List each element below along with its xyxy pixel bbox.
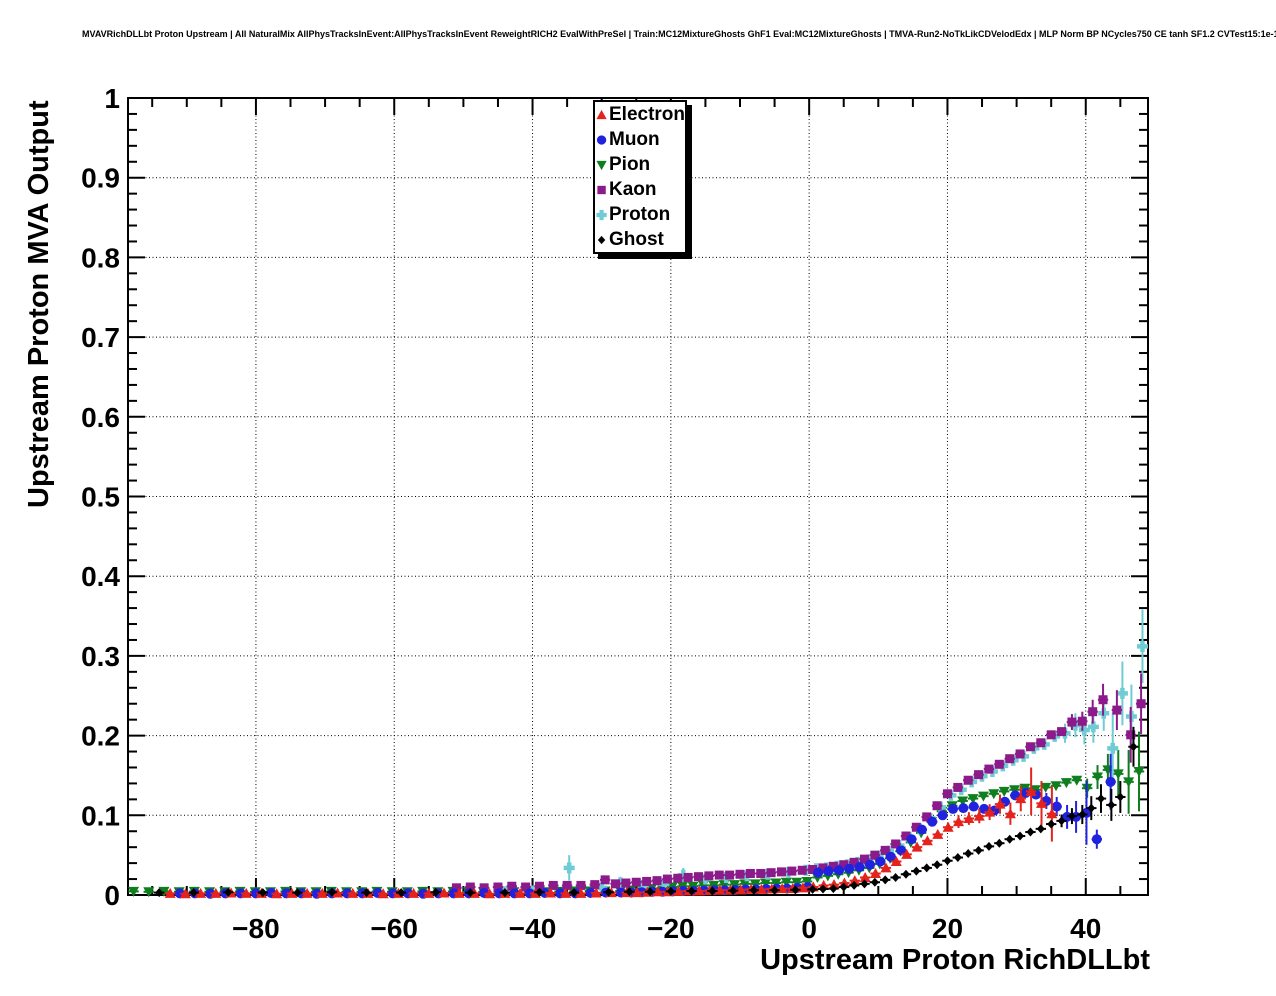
pion-triangle-down-icon: [596, 160, 607, 170]
legend-item-ghost: Ghost: [595, 227, 685, 252]
svg-text:0.2: 0.2: [81, 721, 120, 752]
x-axis-title: Upstream Proton RichDLLbt: [760, 944, 1150, 976]
svg-text:0.1: 0.1: [81, 800, 120, 831]
svg-text:0.6: 0.6: [81, 402, 120, 433]
legend-item-pion: Pion: [595, 152, 685, 177]
series-kaon: [451, 673, 1147, 893]
y-axis-title: Upstream Proton MVA Output: [23, 100, 55, 508]
svg-text:20: 20: [932, 913, 963, 944]
series-ghost: [153, 726, 1139, 898]
svg-text:0.4: 0.4: [81, 561, 120, 592]
legend-item-muon: Muon: [595, 127, 685, 152]
svg-text:1: 1: [104, 83, 120, 114]
legend-item-electron: Electron: [595, 102, 685, 127]
proton-plus-icon: [596, 209, 607, 220]
svg-text:0.3: 0.3: [81, 641, 120, 672]
series-proton: [499, 609, 1148, 898]
svg-text:−20: −20: [647, 913, 695, 944]
svg-text:0.9: 0.9: [81, 163, 120, 194]
kaon-square-icon: [597, 185, 606, 194]
legend-label: Ghost: [609, 228, 664, 250]
legend-item-proton: Proton: [595, 202, 685, 227]
electron-triangle-up-icon: [596, 109, 607, 119]
legend-label: Electron: [609, 103, 686, 125]
legend-label: Pion: [609, 153, 651, 175]
ghost-diamond-icon: [597, 235, 606, 244]
svg-text:0: 0: [801, 913, 817, 944]
svg-text:40: 40: [1070, 913, 1101, 944]
legend-label: Kaon: [609, 178, 657, 200]
svg-text:−40: −40: [509, 913, 557, 944]
svg-text:0.8: 0.8: [81, 242, 120, 273]
svg-text:−60: −60: [370, 913, 418, 944]
legend-item-kaon: Kaon: [595, 177, 685, 202]
legend-label: Proton: [609, 203, 671, 225]
svg-text:0.7: 0.7: [81, 322, 120, 353]
svg-text:0.5: 0.5: [81, 482, 120, 513]
legend-label: Muon: [609, 128, 660, 150]
legend: Electron Muon Pion Kaon Proton Ghost: [593, 100, 687, 254]
svg-text:−80: −80: [232, 913, 280, 944]
pad-title: MVAVRichDLLbt Proton Upstream | All Natu…: [82, 29, 1276, 39]
svg-text:0: 0: [104, 880, 120, 911]
muon-circle-icon: [596, 134, 607, 145]
